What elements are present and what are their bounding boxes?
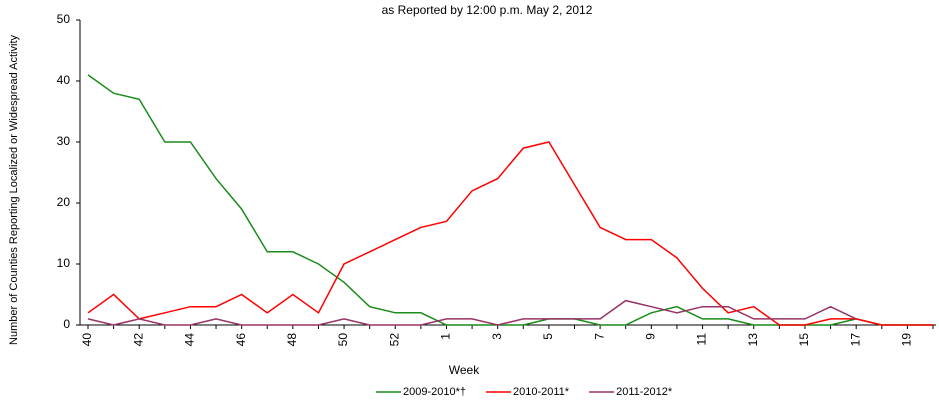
x-tick-label: 50: [336, 333, 350, 347]
x-tick-label: 9: [644, 333, 658, 340]
series-line: [87, 299, 857, 326]
legend-label: 2010-2011*: [513, 386, 570, 398]
x-tick-label: 19: [900, 333, 914, 347]
y-tick-label: 40: [57, 73, 71, 87]
y-tick-label: 10: [57, 256, 71, 270]
x-tick-label: 42: [131, 333, 145, 347]
y-tick-label: 0: [63, 317, 70, 331]
x-tick-label: 3: [490, 333, 504, 340]
x-tick-label: 5: [541, 333, 555, 340]
x-tick-label: 48: [285, 333, 299, 347]
x-tick-label: 15: [797, 333, 811, 347]
legend-label: 2009-2010*†: [403, 386, 466, 398]
x-tick-label: 11: [695, 333, 709, 346]
y-tick-label: 50: [57, 12, 71, 26]
x-tick-label: 44: [183, 333, 197, 347]
x-tick-label: 7: [592, 333, 606, 340]
x-tick-label: 1: [439, 333, 453, 340]
x-axis-label: Week: [449, 363, 480, 377]
x-tick-label: 52: [387, 333, 401, 347]
x-tick-label: 40: [80, 333, 94, 347]
x-tick-label: 13: [746, 333, 760, 347]
legend-label: 2011-2012*: [616, 386, 673, 398]
y-tick-label: 30: [57, 134, 71, 148]
series-line: [87, 74, 933, 326]
y-axis-label: Number of Counties Reporting Localized o…: [8, 35, 20, 345]
series-line: [87, 141, 933, 326]
x-tick-label: 17: [848, 333, 862, 347]
x-tick-label: 46: [234, 333, 248, 347]
chart-title: as Reported by 12:00 p.m. May 2, 2012: [382, 3, 593, 17]
y-tick-label: 20: [57, 195, 71, 209]
